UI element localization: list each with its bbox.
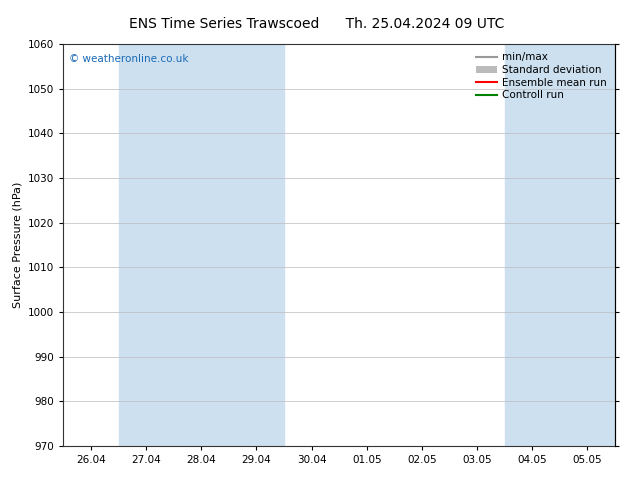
Text: ENS Time Series Trawscoed      Th. 25.04.2024 09 UTC: ENS Time Series Trawscoed Th. 25.04.2024… [129, 17, 505, 31]
Bar [505, 44, 634, 446]
Bar [119, 44, 284, 446]
Y-axis label: Surface Pressure (hPa): Surface Pressure (hPa) [13, 182, 23, 308]
Text: © weatheronline.co.uk: © weatheronline.co.uk [69, 54, 188, 64]
Legend: min/max, Standard deviation, Ensemble mean run, Controll run: min/max, Standard deviation, Ensemble me… [473, 49, 610, 103]
